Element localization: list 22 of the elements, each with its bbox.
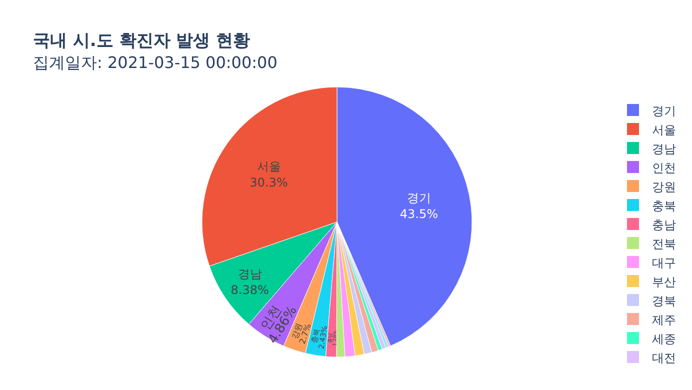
legend-label: 인천 <box>652 161 676 175</box>
data-label: 43.5% <box>400 207 438 222</box>
legend-label: 대전 <box>652 351 676 365</box>
slice-label: 경기 <box>406 191 431 206</box>
legend-label: 전북 <box>652 237 676 251</box>
chart-subtitle: 집계일자: 2021-03-15 00:00:00 <box>33 53 278 72</box>
legend-label: 충남 <box>652 218 676 232</box>
data-label: 30.3% <box>250 175 288 190</box>
legend-label: 경남 <box>652 142 676 156</box>
chart-title: 국내 시.도 확진자 발생 현황 <box>33 31 250 51</box>
legend-label: 경북 <box>652 294 676 308</box>
legend-label: 강원 <box>652 180 676 194</box>
legend-label: 서울 <box>652 123 676 137</box>
legend-label: 부산 <box>652 275 676 289</box>
slice-label: 서울 <box>256 159 281 174</box>
legend-label: 제주 <box>652 313 676 327</box>
legend-label: 충북 <box>652 199 676 213</box>
data-label: 8.38% <box>230 283 269 298</box>
legend-label: 대구 <box>652 256 676 270</box>
slice-label: 경남 <box>238 267 262 282</box>
legend-label: 경기 <box>652 104 676 118</box>
legend-label: 세종 <box>652 332 676 346</box>
